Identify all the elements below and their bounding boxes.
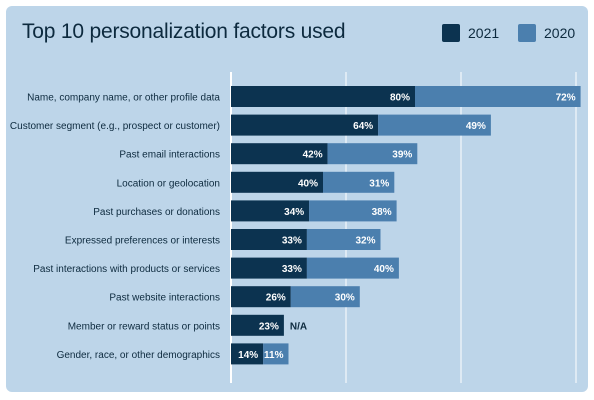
bar-2020: [309, 200, 397, 222]
data-label-2020: 32%: [355, 236, 375, 247]
bar-2021: [231, 86, 415, 107]
data-label-2021: 42%: [303, 150, 323, 161]
bar-2020: [378, 114, 491, 136]
category-label: Location or geolocation: [117, 178, 220, 189]
data-label-2020: 38%: [372, 207, 392, 218]
category-label: Gender, race, or other demographics: [57, 350, 220, 361]
bar-2020: [327, 143, 418, 165]
data-label-2021: 64%: [353, 121, 373, 132]
bar-2021: [231, 171, 323, 193]
legend-label-2021: 2021: [468, 25, 500, 41]
data-label-2021: 14%: [238, 350, 258, 361]
category-label: Past interactions with products or servi…: [33, 264, 220, 275]
data-label-2020: 30%: [335, 293, 355, 304]
legend-swatch-2021: [442, 24, 460, 42]
bar-2021: [231, 114, 379, 136]
bar-2020: [323, 171, 395, 193]
bar-2021: [231, 143, 328, 165]
bar-2020: [306, 229, 381, 250]
bar-2021: [231, 229, 307, 250]
category-label: Customer segment (e.g., prospect or cust…: [10, 121, 220, 132]
bar-2021: [231, 200, 310, 222]
chart-title: Top 10 personalization factors used: [22, 20, 346, 43]
data-label-2021: 33%: [282, 236, 302, 247]
bar-2021: [231, 314, 284, 336]
bar-2021: [231, 257, 307, 279]
category-label: Past purchases or donations: [93, 207, 220, 218]
data-label-2020: 39%: [392, 150, 412, 161]
data-label-2021: 40%: [298, 178, 318, 189]
category-label: Name, company name, or other profile dat…: [27, 93, 220, 104]
data-label-2021: 26%: [266, 293, 286, 304]
bar-2020: [263, 343, 289, 365]
bar-2021: [231, 343, 264, 365]
data-label-2021: 33%: [282, 264, 302, 275]
bar-2020: [306, 257, 399, 279]
legend-item-2021: 2021: [442, 22, 499, 44]
data-label-2020-na: N/A: [290, 321, 307, 332]
bar-2021: [231, 286, 291, 308]
data-label-2020: 72%: [556, 93, 576, 104]
legend-item-2020: 2020: [518, 22, 575, 44]
chart-card: [6, 6, 588, 392]
category-label: Expressed preferences or interests: [65, 236, 220, 247]
data-label-2020: 11%: [264, 350, 284, 361]
bar-2020: [290, 286, 360, 308]
data-label-2021: 34%: [284, 207, 304, 218]
legend-swatch-2020: [518, 24, 536, 42]
data-label-2020: 31%: [369, 178, 389, 189]
legend-label-2020: 2020: [544, 25, 576, 41]
data-label-2020: 40%: [374, 264, 394, 275]
category-label: Past email interactions: [119, 150, 220, 161]
data-label-2021: 80%: [390, 93, 410, 104]
data-label-2020: 49%: [466, 121, 486, 132]
data-label-2021: 23%: [259, 321, 279, 332]
bar-2020: [415, 86, 581, 107]
category-label: Member or reward status or points: [68, 321, 220, 332]
category-label: Past website interactions: [109, 293, 220, 304]
